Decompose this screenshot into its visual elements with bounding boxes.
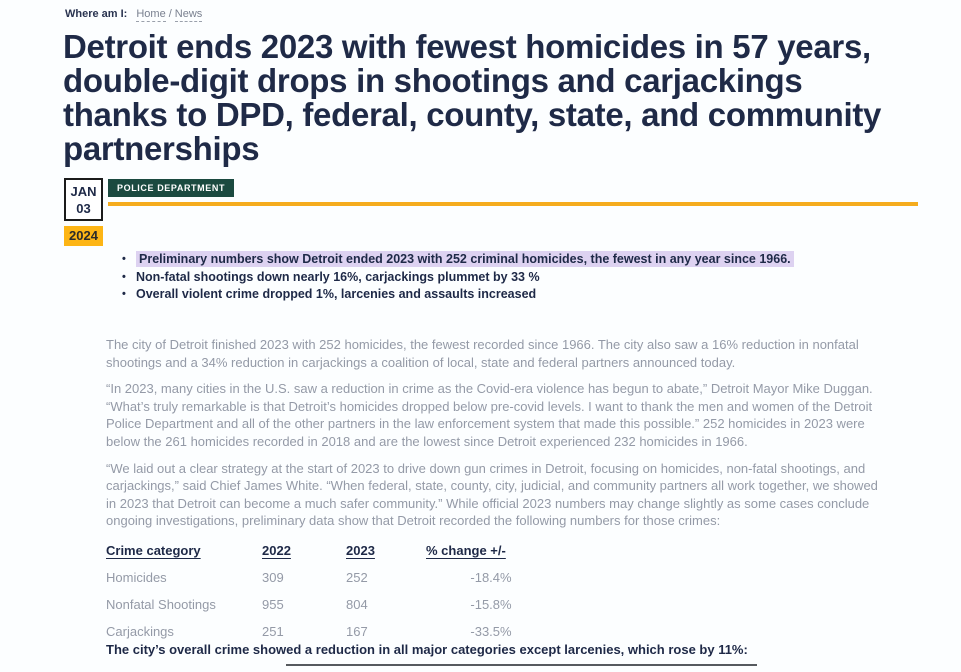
- cell-change: -18.4%: [470, 570, 512, 585]
- crime-stats-table: Crime category 2022 2023 % change +/- Ho…: [106, 543, 556, 651]
- table-row: Nonfatal Shootings 955 804 -15.8%: [106, 597, 556, 624]
- article-meta: JAN 03 2024 POLICE DEPARTMENT: [64, 178, 918, 246]
- accent-rule: [108, 202, 918, 206]
- breadcrumb-link-news[interactable]: News: [174, 8, 203, 22]
- highlighted-text: Preliminary numbers show Detroit ended 2…: [136, 251, 794, 267]
- department-tag[interactable]: POLICE DEPARTMENT: [108, 179, 235, 197]
- date-badge: JAN 03: [64, 178, 103, 221]
- date-column: JAN 03 2024: [64, 178, 108, 246]
- breadcrumb-link-home[interactable]: Home: [136, 8, 166, 22]
- breadcrumb-label: Where am I:: [65, 8, 128, 20]
- bullet-item: Overall violent crime dropped 1%, larcen…: [122, 286, 794, 304]
- cell-change: -33.5%: [470, 624, 512, 639]
- cell-2022: 955: [262, 597, 284, 612]
- cell-2022: 309: [262, 570, 284, 585]
- summary-bullets: Preliminary numbers show Detroit ended 2…: [122, 251, 794, 304]
- bullet-item: Non-fatal shootings down nearly 16%, car…: [122, 269, 794, 287]
- paragraph: The city of Detroit finished 2023 with 2…: [106, 337, 859, 370]
- table-header-row: Crime category 2022 2023 % change +/-: [106, 543, 556, 570]
- cell-2023: 167: [346, 624, 368, 639]
- paragraph: “In 2023, many cities in the U.S. saw a …: [106, 381, 873, 449]
- date-day: 03: [76, 201, 91, 216]
- cell-2022: 251: [262, 624, 284, 639]
- column-header-2022: 2022: [262, 543, 291, 558]
- tag-column: POLICE DEPARTMENT: [108, 178, 918, 246]
- bullet-item: Preliminary numbers show Detroit ended 2…: [122, 251, 794, 269]
- cell-change: -15.8%: [470, 597, 512, 612]
- cell-category: Carjackings: [106, 624, 174, 639]
- cell-2023: 252: [346, 570, 368, 585]
- cell-category: Homicides: [106, 570, 167, 585]
- closing-note: The city’s overall crime showed a reduct…: [106, 642, 748, 657]
- breadcrumb: Where am I: Home / News: [65, 8, 205, 22]
- page-title: Detroit ends 2023 with fewest homicides …: [63, 28, 882, 167]
- breadcrumb-separator: /: [168, 8, 172, 20]
- column-header-category: Crime category: [106, 543, 201, 558]
- column-header-change: % change +/-: [426, 543, 506, 558]
- paragraph: “We laid out a clear strategy at the sta…: [106, 460, 878, 529]
- article-body: The city of Detroit finished 2023 with 2…: [106, 330, 884, 539]
- date-month: JAN: [70, 184, 97, 199]
- cell-2023: 804: [346, 597, 368, 612]
- column-header-2023: 2023: [346, 543, 375, 558]
- year-badge: 2024: [64, 226, 103, 246]
- table-row: Homicides 309 252 -18.4%: [106, 570, 556, 597]
- partial-table-border: [286, 664, 757, 666]
- table-row: Carjackings 251 167 -33.5%: [106, 624, 556, 651]
- cell-category: Nonfatal Shootings: [106, 597, 216, 612]
